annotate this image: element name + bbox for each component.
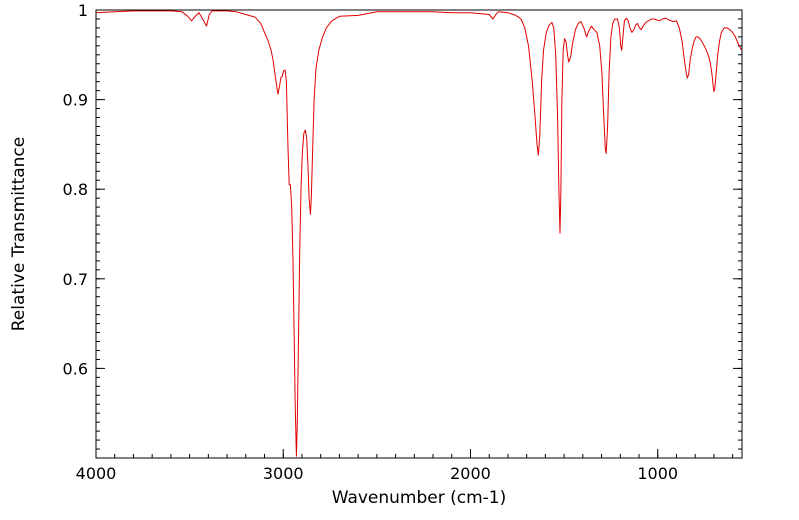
y-tick-label: 0.8 bbox=[63, 180, 88, 199]
x-tick-label: 4000 bbox=[76, 464, 117, 483]
y-tick-label: 0.9 bbox=[63, 91, 88, 110]
y-tick-label: 0.7 bbox=[63, 270, 88, 289]
x-axis-label: Wavenumber (cm-1) bbox=[332, 488, 507, 508]
plot-frame bbox=[95, 9, 743, 459]
x-tick-label: 1000 bbox=[637, 464, 678, 483]
x-tick-label: 3000 bbox=[263, 464, 304, 483]
tick-labels: 4000 3000 2000 1000 1 0.9 0.8 0.7 0.6 bbox=[63, 1, 679, 483]
y-tick-label: 1 bbox=[78, 1, 88, 20]
y-tick-label: 0.6 bbox=[63, 359, 88, 378]
series-line bbox=[95, 10, 743, 457]
y-axis-label: Relative Transmittance bbox=[9, 137, 29, 332]
x-tick-label: 2000 bbox=[450, 464, 491, 483]
